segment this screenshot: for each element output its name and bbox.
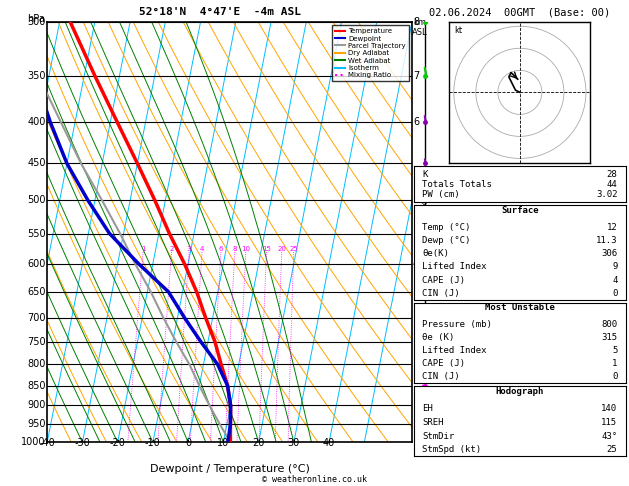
Text: 5: 5 [413, 195, 420, 205]
Text: 140: 140 [601, 404, 618, 414]
Text: 900: 900 [28, 400, 46, 411]
Text: CIN (J): CIN (J) [422, 289, 460, 298]
Text: 2: 2 [169, 246, 174, 252]
Text: 5: 5 [612, 346, 618, 355]
Text: Lifted Index: Lifted Index [422, 262, 487, 272]
Text: EH: EH [422, 404, 433, 414]
Text: © weatheronline.co.uk: © weatheronline.co.uk [262, 474, 367, 484]
Text: 7: 7 [413, 70, 420, 81]
Text: 25: 25 [606, 445, 618, 454]
Text: Temp (°C): Temp (°C) [422, 223, 470, 232]
Text: 3.02: 3.02 [596, 191, 618, 199]
Text: CIN (J): CIN (J) [422, 372, 460, 381]
Text: 800: 800 [28, 359, 46, 369]
Text: 350: 350 [27, 70, 46, 81]
Text: 2: 2 [413, 359, 420, 369]
Text: 6: 6 [413, 117, 419, 127]
Text: 28: 28 [606, 170, 618, 178]
Text: 300: 300 [28, 17, 46, 27]
Text: Lifted Index: Lifted Index [422, 346, 487, 355]
Text: 550: 550 [27, 228, 46, 239]
Text: km
ASL: km ASL [412, 18, 428, 37]
Text: 950: 950 [27, 419, 46, 429]
Text: 450: 450 [27, 158, 46, 169]
Text: Dewp (°C): Dewp (°C) [422, 236, 470, 245]
Text: 30: 30 [287, 438, 300, 448]
Text: 10: 10 [242, 246, 250, 252]
Text: StmDir: StmDir [422, 432, 455, 440]
Text: 1000: 1000 [21, 437, 46, 447]
Text: 8: 8 [233, 246, 237, 252]
Text: 20: 20 [252, 438, 265, 448]
Text: 800: 800 [601, 320, 618, 330]
Text: 850: 850 [27, 381, 46, 391]
Text: 315: 315 [601, 333, 618, 342]
Text: kt: kt [454, 26, 462, 35]
Text: 0: 0 [612, 289, 618, 298]
Text: 500: 500 [27, 195, 46, 205]
Text: 15: 15 [262, 246, 271, 252]
Text: 600: 600 [28, 259, 46, 269]
Text: 306: 306 [601, 249, 618, 258]
Text: 9: 9 [612, 262, 618, 272]
Text: 52°18'N  4°47'E  -4m ASL: 52°18'N 4°47'E -4m ASL [139, 7, 301, 17]
Text: 650: 650 [27, 287, 46, 297]
Text: StmSpd (kt): StmSpd (kt) [422, 445, 481, 454]
Text: 20: 20 [277, 246, 286, 252]
Text: 1: 1 [612, 359, 618, 368]
Text: 4: 4 [612, 276, 618, 285]
Text: 44: 44 [606, 180, 618, 189]
Text: Hodograph: Hodograph [496, 387, 544, 396]
Text: PW (cm): PW (cm) [422, 191, 460, 199]
Text: -20: -20 [109, 438, 126, 448]
Text: 3: 3 [187, 246, 191, 252]
Text: 02.06.2024  00GMT  (Base: 00): 02.06.2024 00GMT (Base: 00) [429, 7, 611, 17]
Text: 12: 12 [606, 223, 618, 232]
Text: 1: 1 [413, 400, 419, 411]
Text: 25: 25 [289, 246, 298, 252]
Text: SREH: SREH [422, 418, 444, 427]
Text: θe (K): θe (K) [422, 333, 455, 342]
Text: 1: 1 [141, 246, 145, 252]
Text: 0: 0 [185, 438, 191, 448]
Text: 3: 3 [413, 312, 419, 323]
Text: hPa: hPa [27, 14, 45, 24]
Text: 10: 10 [217, 438, 230, 448]
Text: K: K [422, 170, 428, 178]
Text: 4: 4 [413, 259, 419, 269]
Text: CAPE (J): CAPE (J) [422, 276, 465, 285]
Text: 40: 40 [323, 438, 335, 448]
Text: 6: 6 [219, 246, 223, 252]
Legend: Temperature, Dewpoint, Parcel Trajectory, Dry Adiabat, Wet Adiabat, Isotherm, Mi: Temperature, Dewpoint, Parcel Trajectory… [332, 25, 408, 81]
Text: Pressure (mb): Pressure (mb) [422, 320, 493, 330]
Text: θe(K): θe(K) [422, 249, 449, 258]
Text: 750: 750 [27, 337, 46, 347]
Text: -40: -40 [39, 438, 55, 448]
Text: Dewpoint / Temperature (°C): Dewpoint / Temperature (°C) [150, 464, 309, 474]
Text: 4: 4 [200, 246, 204, 252]
Text: Most Unstable: Most Unstable [485, 303, 555, 312]
Text: 0: 0 [612, 372, 618, 381]
Text: LCL: LCL [413, 440, 428, 449]
Text: -30: -30 [75, 438, 91, 448]
Text: 400: 400 [28, 117, 46, 127]
Text: CAPE (J): CAPE (J) [422, 359, 465, 368]
Text: 11.3: 11.3 [596, 236, 618, 245]
Text: 43°: 43° [601, 432, 618, 440]
Text: Mixing Ratio (g/kg): Mixing Ratio (g/kg) [421, 192, 430, 272]
Text: 8: 8 [413, 17, 419, 27]
Text: -10: -10 [145, 438, 161, 448]
Text: Surface: Surface [501, 206, 538, 215]
Text: 700: 700 [27, 312, 46, 323]
Text: Totals Totals: Totals Totals [422, 180, 493, 189]
Text: 115: 115 [601, 418, 618, 427]
